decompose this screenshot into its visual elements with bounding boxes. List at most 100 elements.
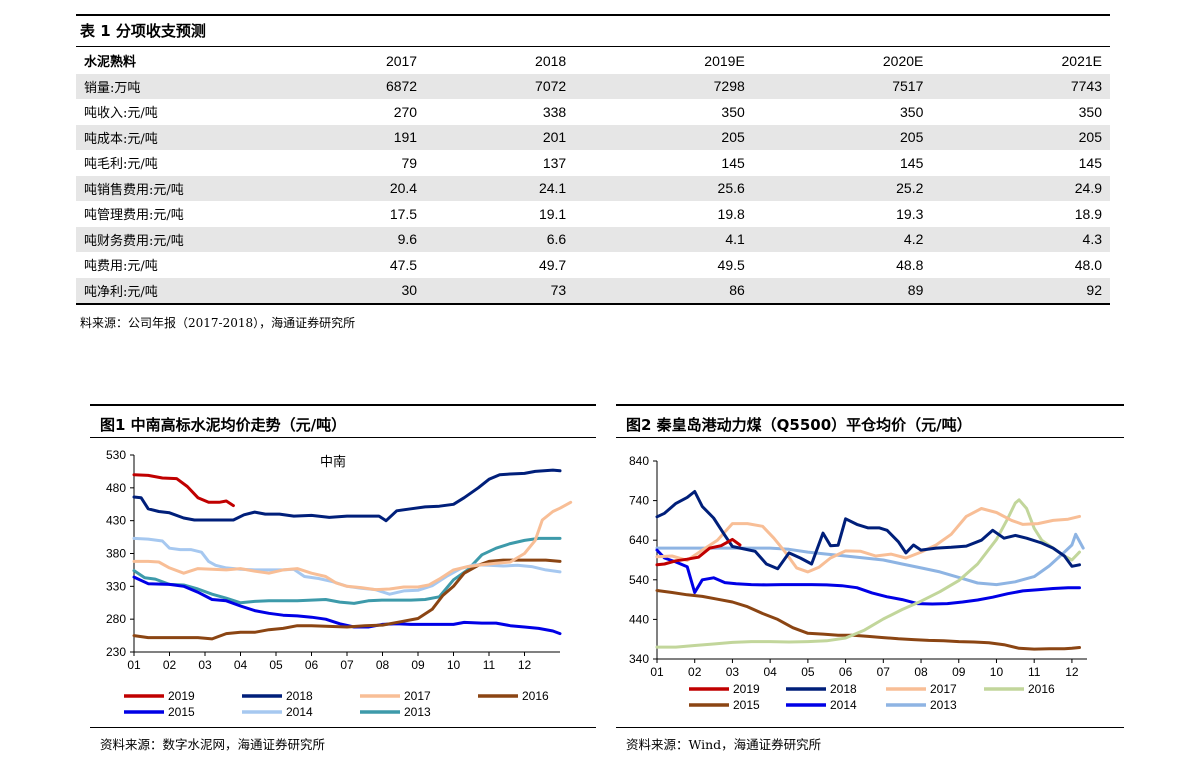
legend-label: 2015 xyxy=(168,705,195,719)
legend-label: 2014 xyxy=(286,705,313,719)
legend-item-2015: 2015 xyxy=(124,705,195,719)
series-line-2017 xyxy=(655,507,1081,574)
x-tick-label: 02 xyxy=(688,665,702,679)
table-cell: 24.9 xyxy=(931,175,1110,201)
figure2-bottom-rule xyxy=(616,727,1124,728)
y-tick-label: 280 xyxy=(106,612,126,626)
series-line-2017 xyxy=(132,500,573,592)
header-cell-year: 2020E xyxy=(882,52,924,69)
table-cell: 19.8 xyxy=(717,205,745,222)
table-cell: 205 xyxy=(931,124,1110,150)
table-cell: 92 xyxy=(931,277,1110,303)
legend-label: 2013 xyxy=(930,698,957,712)
x-tick-label: 05 xyxy=(801,665,815,679)
legend-label: 2014 xyxy=(830,698,857,712)
table-source-note: 料来源：公司年报（2017-2018），海通证券研究所 xyxy=(80,316,356,330)
legend-label: 2013 xyxy=(404,705,431,719)
row-label: 吨管理费用:元/吨 xyxy=(84,208,184,224)
figure2-title-rule xyxy=(616,437,1124,438)
legend-label: 2019 xyxy=(168,689,195,703)
x-tick-label: 04 xyxy=(234,658,248,672)
x-tick-label: 08 xyxy=(914,665,928,679)
row-label: 吨收入:元/吨 xyxy=(84,106,158,122)
x-tick-label: 07 xyxy=(340,658,354,672)
y-tick-label: 840 xyxy=(629,454,649,468)
table-title: 表 1 分项收支预测 xyxy=(80,22,206,40)
figure2-source-note: 资料来源：Wind，海通证券研究所 xyxy=(626,737,822,752)
x-tick-label: 11 xyxy=(1028,665,1041,679)
table-cell: 49.5 xyxy=(717,256,745,273)
legend-label: 2019 xyxy=(733,682,760,696)
table-cell: 145 xyxy=(1078,154,1102,171)
legend-item-2018: 2018 xyxy=(242,689,313,703)
chart-annotation: 中南 xyxy=(320,454,346,469)
table-cell: 25.6 xyxy=(574,175,753,201)
table-cell: 7743 xyxy=(931,73,1110,99)
table-cell: 79 xyxy=(401,154,418,171)
figure1-source-note: 资料来源：数字水泥网，海通证券研究所 xyxy=(100,737,326,752)
row-label: 吨毛利:元/吨 xyxy=(84,157,158,173)
series-line-2018 xyxy=(132,468,562,523)
series-line-2015 xyxy=(655,589,1081,651)
x-tick-label: 12 xyxy=(1065,665,1079,679)
row-label: 吨费用:元/吨 xyxy=(84,259,158,275)
y-tick-label: 430 xyxy=(106,514,126,528)
table-cell: 350 xyxy=(1078,103,1102,120)
y-tick-label: 740 xyxy=(629,494,649,508)
legend-item-2016: 2016 xyxy=(984,682,1055,696)
table-row: 吨财务费用:元/吨 9.6 6.6 4.1 4.2 4.3 xyxy=(76,226,1110,252)
legend-label: 2016 xyxy=(1028,682,1055,696)
table-cell: 7517 xyxy=(752,73,932,99)
y-tick-label: 330 xyxy=(106,579,126,593)
x-tick-label: 01 xyxy=(650,665,664,679)
x-tick-label: 11 xyxy=(483,658,496,672)
table-cell: 47.5 xyxy=(389,256,418,273)
table-cell: 270 xyxy=(393,103,418,120)
x-tick-label: 09 xyxy=(411,658,425,672)
table-cell: 20.4 xyxy=(276,175,426,201)
x-tick-label: 07 xyxy=(877,665,891,679)
table-row: 吨费用:元/吨 47.5 49.7 49.5 48.8 48.0 xyxy=(76,252,1110,278)
legend-label: 2018 xyxy=(286,689,313,703)
figure1-bottom-rule xyxy=(90,727,596,728)
y-tick-label: 480 xyxy=(106,481,126,495)
table-cell: 201 xyxy=(425,124,575,150)
y-tick-label: 230 xyxy=(106,645,126,659)
header-cell-year: 2019E xyxy=(704,52,745,69)
x-tick-label: 04 xyxy=(763,665,777,679)
table-row: 吨收入:元/吨 270 338 350 350 350 xyxy=(76,99,1110,125)
figure2-top-rule xyxy=(616,404,1124,406)
table-cell: 145 xyxy=(900,154,924,171)
legend-label: 2018 xyxy=(830,682,857,696)
figure1-top-rule xyxy=(90,404,596,406)
x-tick-label: 06 xyxy=(839,665,853,679)
legend-item-2017: 2017 xyxy=(886,682,957,696)
table-cell: 7298 xyxy=(574,73,753,99)
table-header-row: 水泥熟料 2017 2018 2019E 2020E 2021E xyxy=(76,48,1110,74)
header-cell-year: 2017 xyxy=(385,52,418,69)
cement-price-chart: 230 280 330 380 430 480 530 01 02 03 04 05 06 07 08 09 1… xyxy=(106,448,573,719)
table-cell: 137 xyxy=(542,154,567,171)
table-cell: 48.8 xyxy=(896,256,924,273)
table-cell: 205 xyxy=(752,124,932,150)
table-cell: 19.3 xyxy=(896,205,924,222)
table-cell: 4.3 xyxy=(931,226,1110,252)
legend-label: 2017 xyxy=(930,682,957,696)
y-tick-label: 340 xyxy=(629,652,649,666)
table-cell: 19.1 xyxy=(538,205,567,222)
table-cell: 24.1 xyxy=(425,175,575,201)
table-row: 吨净利:元/吨 30 73 86 89 92 xyxy=(76,277,1110,303)
table-header-rule xyxy=(76,46,1110,47)
table-bottom-rule xyxy=(76,303,1110,305)
legend-item-2017: 2017 xyxy=(360,689,431,703)
table-cell: 350 xyxy=(721,103,745,120)
table-cell: 25.2 xyxy=(752,175,932,201)
table-row: 销量:万吨 6872 7072 7298 7517 7743 xyxy=(76,73,1110,99)
figure1-title-rule xyxy=(90,437,596,438)
x-tick-label: 03 xyxy=(726,665,740,679)
legend-item-2015: 2015 xyxy=(689,698,760,712)
x-tick-label: 09 xyxy=(952,665,966,679)
y-tick-label: 640 xyxy=(629,533,649,547)
x-tick-label: 10 xyxy=(990,665,1004,679)
x-tick-label: 03 xyxy=(198,658,212,672)
